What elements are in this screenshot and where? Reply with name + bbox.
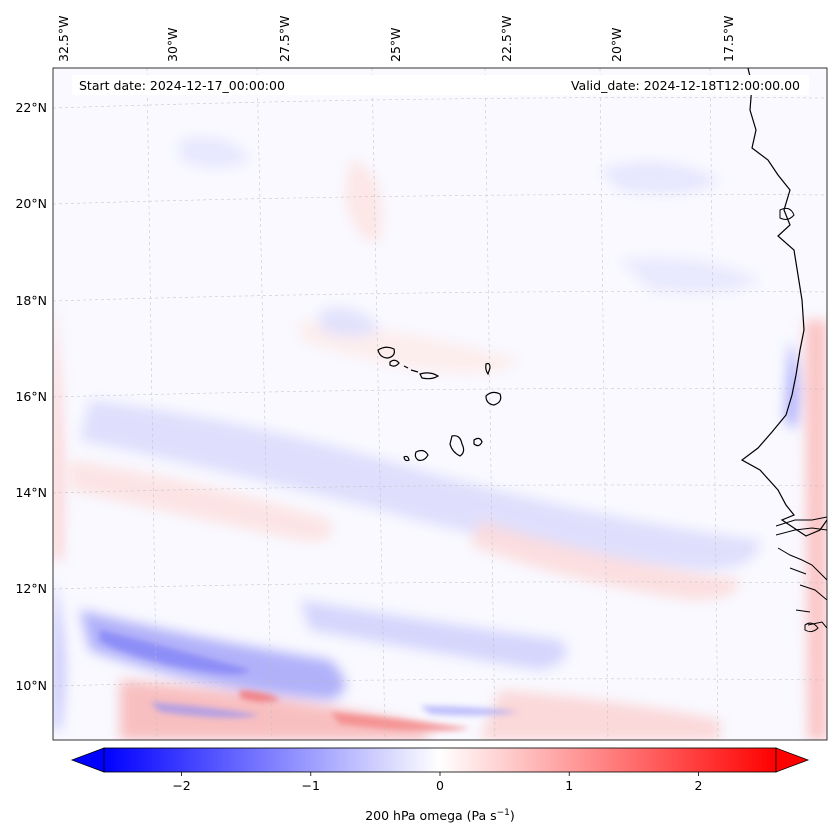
lon-label: 20°W [609,27,624,62]
lat-label: 20°N [15,196,47,211]
omega-region-negative [100,630,250,674]
maio-island [473,437,483,447]
colorbar-ticks: −2 −1 0 1 2 [172,772,702,793]
santa-luzia-island [403,365,409,369]
santo-antao-island [377,346,395,359]
omega-region-negative [600,162,720,194]
map-frame [52,67,828,741]
colorbar-label-main: 200 hPa omega (Pa s [365,808,496,823]
lon-label: 17.5°W [721,16,736,62]
map-area [53,68,827,740]
colorbar-extend-high [775,747,810,773]
colorbar-tick-label: 0 [436,778,444,793]
colorbar-extend-low [70,747,105,773]
cape-verde-islands [377,346,502,462]
omega-region-positive [480,690,720,740]
fogo-island [414,449,429,462]
longitude-labels: 32.5°W 30°W 27.5°W 25°W 22.5°W 20°W 17.5… [56,16,736,62]
omega-region-negative [180,137,250,168]
omega-region-negative [300,600,567,670]
lon-label: 27.5°W [277,16,292,62]
omega-region-negative [80,400,760,570]
gambia-coastline [775,516,827,536]
lat-label: 10°N [15,678,47,693]
santiago-island [449,435,465,457]
guinea-bissau-coastline [777,547,827,629]
african-island [779,207,795,220]
omega-region-positive [53,300,63,560]
sao-vicente-island [389,359,400,367]
omega-contours [53,137,827,740]
bijagos-island [804,622,819,633]
lat-label: 22°N [15,100,47,115]
omega-region-positive [345,160,382,242]
start-date-annotation: Start date: 2024-12-17_00:00:00 [79,78,285,93]
colorbar-tick-label: −2 [172,778,190,793]
omega-region-negative [620,257,760,294]
west-africa-coastline [740,68,827,537]
omega-region-positive [470,520,740,600]
omega-region-negative [80,610,345,700]
omega-region-positive [70,460,332,541]
colorbar-tick-label: 1 [565,778,573,793]
latitude-labels: 22°N 20°N 18°N 16°N 14°N 12°N 10°N [15,100,47,693]
lon-label: 22.5°W [499,16,514,62]
omega-region-negative [420,705,520,716]
omega-region-positive [805,320,827,740]
lat-label: 12°N [15,581,47,596]
colorbar-label-close: ) [510,808,515,823]
brava-island [403,455,410,462]
omega-region-positive [240,690,280,703]
sao-nicolau-island [410,369,440,380]
lon-label: 32.5°W [56,16,71,62]
colorbar: −2 −1 0 1 2 200 hPa omega (Pa s−1) [70,747,810,823]
colorbar-tick-label: 2 [694,778,702,793]
boa-vista-island [485,391,502,406]
omega-region-negative [150,702,260,718]
lat-label: 14°N [15,485,47,500]
lon-label: 30°W [165,27,180,62]
omega-region-negative [320,307,380,338]
sal-island [485,362,491,376]
annotation-box [72,75,809,95]
colorbar-label: 200 hPa omega (Pa s−1) [365,808,515,823]
omega-region-negative [53,580,65,730]
omega-region-positive [330,712,470,732]
colorbar-label-exponent: −1 [497,808,510,818]
lat-label: 16°N [15,389,47,404]
omega-contours-fine [100,630,520,732]
lon-label: 25°W [388,27,403,62]
valid-date-annotation: Valid_date: 2024-12-18T12:00:00.00 [571,78,800,93]
colorbar-tick-label: −1 [302,778,320,793]
lat-label: 18°N [15,293,47,308]
colorbar-gradient [103,747,777,773]
